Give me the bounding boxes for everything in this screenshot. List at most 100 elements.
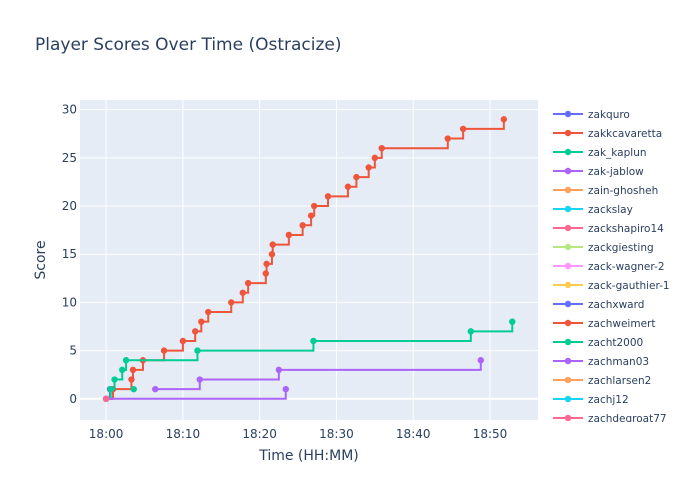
data-point[interactable] bbox=[152, 385, 159, 393]
data-point[interactable] bbox=[365, 164, 372, 171]
legend-item-zachlarsen2[interactable]: zachlarsen2 bbox=[553, 375, 651, 387]
legend-label: zackgiesting bbox=[588, 242, 654, 254]
legend-item-zacht2000[interactable]: zacht2000 bbox=[553, 337, 643, 349]
data-point[interactable] bbox=[444, 135, 451, 142]
data-point[interactable] bbox=[244, 279, 252, 287]
legend-marker bbox=[564, 300, 572, 308]
legend-item-zachweimert[interactable]: zachweimert bbox=[553, 318, 655, 330]
data-point[interactable] bbox=[285, 231, 293, 239]
legend-item-zachxward[interactable]: zachxward bbox=[553, 299, 644, 311]
legend-marker bbox=[564, 110, 572, 118]
data-point[interactable] bbox=[500, 116, 508, 123]
legend-item-zakkcavaretta[interactable]: zakkcavaretta bbox=[553, 128, 662, 140]
data-point[interactable] bbox=[160, 347, 168, 354]
legend-item-zackshapiro14[interactable]: zackshapiro14 bbox=[553, 223, 664, 235]
x-tick-label: 18:20 bbox=[242, 427, 277, 441]
legend-item-zackslay[interactable]: zackslay bbox=[553, 204, 633, 216]
legend-item-zack-gauthier-1[interactable]: zack-gauthier-1 bbox=[553, 280, 670, 292]
data-point[interactable] bbox=[353, 173, 360, 181]
data-point[interactable] bbox=[122, 357, 130, 364]
legend-label: zachxward bbox=[588, 299, 644, 311]
x-tick-label: 18:50 bbox=[473, 427, 508, 441]
data-point[interactable] bbox=[205, 308, 212, 316]
legend-label: zacht2000 bbox=[588, 337, 643, 349]
series-zachman03[interactable] bbox=[152, 357, 484, 393]
data-point[interactable] bbox=[111, 376, 118, 383]
legend-label: zakquro bbox=[588, 109, 630, 121]
legend-item-zain-ghosheh[interactable]: zain-ghosheh bbox=[553, 185, 658, 197]
legend-marker bbox=[564, 319, 572, 327]
series-zakkcavaretta[interactable] bbox=[102, 116, 508, 402]
legend-item-zachj12[interactable]: zachj12 bbox=[553, 394, 629, 406]
data-point[interactable] bbox=[344, 183, 352, 190]
x-tick-label: 18:10 bbox=[166, 427, 201, 441]
series-line bbox=[106, 389, 287, 400]
legend-marker bbox=[564, 262, 572, 270]
data-point[interactable] bbox=[310, 202, 318, 210]
data-point[interactable] bbox=[268, 251, 276, 258]
legend-label: zachman03 bbox=[588, 356, 649, 368]
legend-item-zackgiesting[interactable]: zackgiesting bbox=[553, 242, 654, 254]
legend-item-zachdegroat77[interactable]: zachdegroat77 bbox=[553, 413, 667, 425]
legend-marker bbox=[564, 224, 572, 232]
legend-label: zackslay bbox=[588, 204, 633, 216]
series-zachdegroat77[interactable] bbox=[102, 395, 110, 402]
legend-item-zachman03[interactable]: zachman03 bbox=[553, 356, 649, 368]
series-zacht2000[interactable] bbox=[130, 385, 137, 393]
legend-marker bbox=[564, 167, 572, 175]
data-point[interactable] bbox=[299, 222, 306, 229]
legend-marker bbox=[564, 395, 572, 403]
legend-item-zak-jablow[interactable]: zak-jablow bbox=[553, 166, 644, 178]
data-point[interactable] bbox=[307, 212, 315, 219]
data-point[interactable] bbox=[263, 260, 270, 268]
y-tick-label: 20 bbox=[62, 199, 77, 213]
data-point[interactable] bbox=[324, 193, 332, 200]
data-point[interactable] bbox=[282, 385, 289, 393]
legend-label: zackshapiro14 bbox=[588, 223, 664, 235]
data-point[interactable] bbox=[129, 366, 137, 374]
data-point[interactable] bbox=[196, 376, 203, 383]
data-point[interactable] bbox=[128, 376, 135, 383]
legend-label: zachweimert bbox=[588, 318, 655, 330]
legend-item-zakquro[interactable]: zakquro bbox=[553, 109, 630, 121]
data-point[interactable] bbox=[179, 337, 187, 345]
data-point[interactable] bbox=[191, 328, 199, 335]
legend[interactable]: zakquro zakkcavaretta zak_kaplun zak-jablow… bbox=[553, 109, 670, 425]
data-point[interactable] bbox=[371, 154, 379, 162]
legend-marker bbox=[564, 186, 572, 194]
data-point[interactable] bbox=[102, 395, 110, 402]
legend-item-zack-wagner-2[interactable]: zack-wagner-2 bbox=[553, 261, 665, 273]
data-point[interactable] bbox=[310, 337, 317, 345]
data-point[interactable] bbox=[467, 328, 475, 335]
data-point[interactable] bbox=[119, 366, 126, 374]
legend-marker bbox=[564, 205, 572, 213]
data-point[interactable] bbox=[459, 125, 467, 133]
legend-marker bbox=[564, 148, 572, 156]
data-point[interactable] bbox=[262, 270, 270, 277]
data-point[interactable] bbox=[269, 241, 276, 248]
data-point[interactable] bbox=[107, 385, 114, 393]
legend-label: zack-gauthier-1 bbox=[588, 280, 670, 292]
data-point[interactable] bbox=[228, 299, 235, 306]
data-point[interactable] bbox=[378, 144, 385, 152]
x-tick-label: 18:00 bbox=[89, 427, 124, 441]
x-tick-label: 18:30 bbox=[319, 427, 354, 441]
y-tick-label: 10 bbox=[62, 295, 77, 309]
legend-label: zachj12 bbox=[588, 394, 629, 406]
data-point[interactable] bbox=[509, 318, 516, 325]
y-tick-label: 25 bbox=[62, 151, 77, 165]
y-axis-label: Score bbox=[33, 240, 49, 279]
y-tick-label: 15 bbox=[62, 247, 77, 261]
data-point[interactable] bbox=[198, 318, 205, 325]
legend-item-zak_kaplun[interactable]: zak_kaplun bbox=[553, 147, 647, 159]
plot-area[interactable] bbox=[80, 100, 538, 420]
data-point[interactable] bbox=[477, 357, 484, 364]
data-point[interactable] bbox=[130, 385, 137, 393]
legend-marker bbox=[564, 129, 572, 137]
data-point[interactable] bbox=[239, 289, 246, 296]
legend-label: zain-ghosheh bbox=[588, 185, 658, 197]
data-point[interactable] bbox=[275, 366, 283, 374]
data-point[interactable] bbox=[194, 347, 201, 354]
y-tick-label: 30 bbox=[62, 103, 77, 117]
